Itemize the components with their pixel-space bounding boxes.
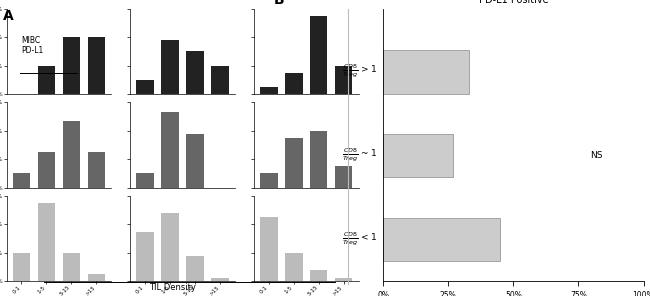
Bar (335, 278, 352, 281)
Bar (260, 173, 278, 188)
Bar (136, 231, 154, 281)
Text: TIL Density: TIL Density (149, 283, 196, 292)
Bar (310, 16, 328, 94)
Bar (335, 66, 352, 94)
Text: A: A (3, 9, 14, 23)
Bar (161, 40, 179, 94)
Bar (384, 134, 454, 177)
Bar (384, 50, 469, 94)
Bar (384, 218, 500, 261)
Bar (62, 121, 80, 188)
Bar (161, 112, 179, 188)
Bar (136, 173, 154, 188)
Bar (62, 37, 80, 94)
Bar (310, 270, 328, 281)
Bar (13, 253, 30, 281)
Bar (187, 256, 204, 281)
Text: $\frac{CD8}{Treg}$ < 1: $\frac{CD8}{Treg}$ < 1 (343, 231, 378, 248)
Bar (335, 166, 352, 188)
Bar (136, 80, 154, 94)
Bar (310, 131, 328, 188)
Bar (211, 278, 229, 281)
Bar (285, 253, 302, 281)
Bar (88, 152, 105, 188)
Bar (285, 138, 302, 188)
Bar (38, 152, 55, 188)
Bar (88, 37, 105, 94)
Text: $\frac{CD8}{Treg}$ ~ 1: $\frac{CD8}{Treg}$ ~ 1 (343, 147, 378, 164)
Bar (211, 66, 229, 94)
Title: PD-L1 Positive: PD-L1 Positive (478, 0, 548, 5)
Text: MIBC
PD-L1: MIBC PD-L1 (21, 36, 43, 55)
Bar (38, 66, 55, 94)
Bar (62, 253, 80, 281)
Bar (88, 274, 105, 281)
Text: $\frac{CD8}{Treg}$ > 1: $\frac{CD8}{Treg}$ > 1 (343, 63, 378, 80)
Bar (38, 203, 55, 281)
Bar (13, 173, 30, 188)
Bar (285, 73, 302, 94)
Bar (187, 52, 204, 94)
Bar (161, 213, 179, 281)
Text: B: B (274, 0, 285, 7)
Bar (260, 87, 278, 94)
Bar (260, 217, 278, 281)
Text: NS: NS (590, 151, 603, 160)
Bar (187, 134, 204, 188)
